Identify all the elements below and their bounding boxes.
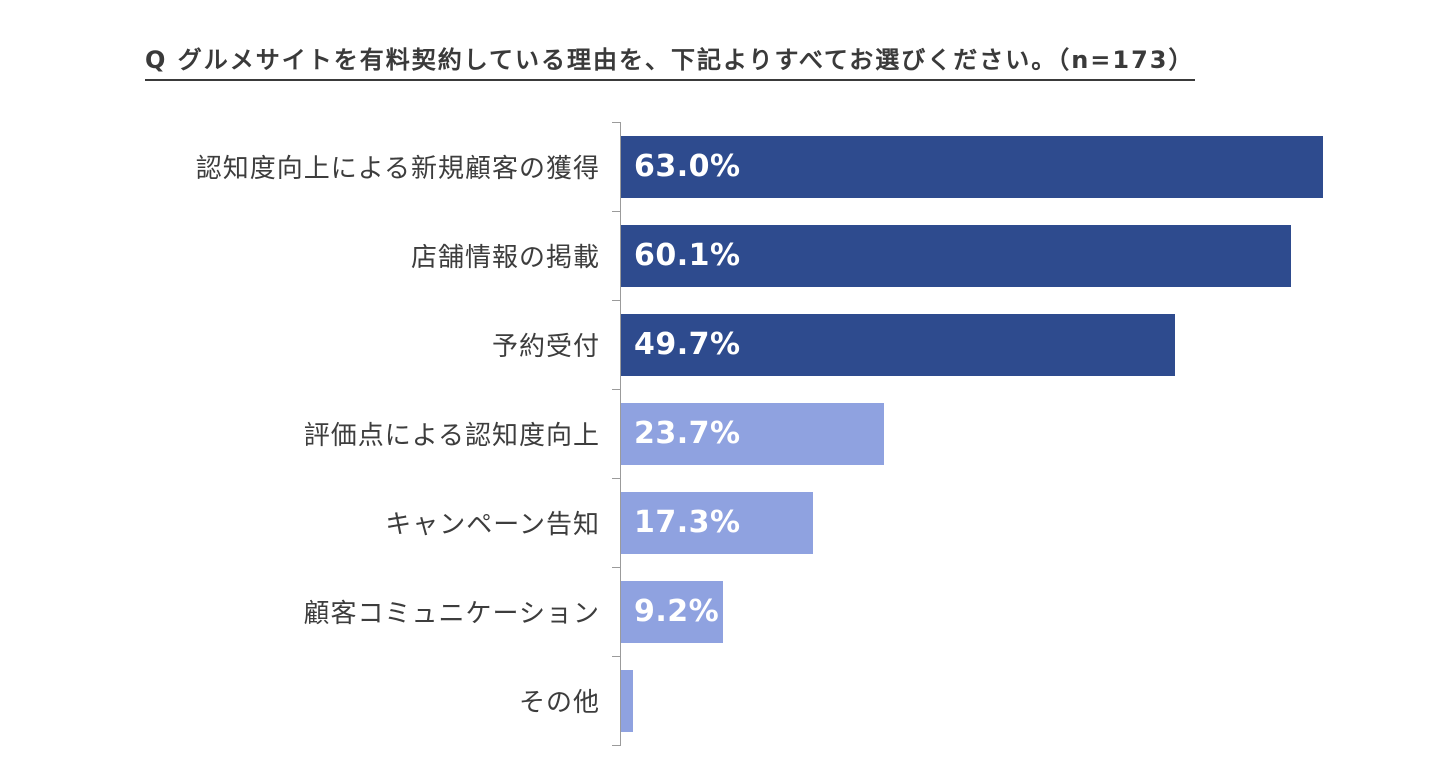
category-label: 顧客コミュニケーション xyxy=(303,599,600,629)
y-axis-line xyxy=(620,122,621,745)
category-label: キャンペーン告知 xyxy=(385,510,600,540)
axis-tick xyxy=(612,300,621,301)
bar: 9.2% xyxy=(620,580,723,643)
plot-area: 17.3% xyxy=(620,491,1440,554)
bar: 23.7% xyxy=(620,402,885,465)
bar-row: 顧客コミュニケーション 9.2% xyxy=(0,567,1440,656)
chart-title: Q グルメサイトを有料契約している理由を、下記よりすべてお選びください。（n=1… xyxy=(145,40,1195,81)
bar-row: キャンペーン告知 17.3% xyxy=(0,478,1440,567)
value-label: 63.0% xyxy=(634,149,741,184)
bar: 17.3% xyxy=(620,491,814,554)
axis-tick xyxy=(612,122,621,123)
value-label: 9.2% xyxy=(634,594,720,629)
value-label: 60.1% xyxy=(634,238,741,273)
plot-area: 49.7% xyxy=(620,313,1440,376)
bar-row: 店舗情報の掲載 60.1% xyxy=(0,211,1440,300)
bar: 63.0% xyxy=(620,135,1324,198)
bar-row: 認知度向上による新規顧客の獲得 63.0% xyxy=(0,122,1440,211)
axis-tick xyxy=(612,656,621,657)
category-label: 店舗情報の掲載 xyxy=(410,243,600,273)
bar-chart: 認知度向上による新規顧客の獲得 63.0% 店舗情報の掲載 60.1% 予約受付 49.7… xyxy=(0,122,1440,746)
category-label: その他 xyxy=(518,688,600,718)
value-label: 49.7% xyxy=(634,327,741,362)
bar-rows: 認知度向上による新規顧客の獲得 63.0% 店舗情報の掲載 60.1% 予約受付 49.7… xyxy=(0,122,1440,745)
axis-ticks xyxy=(0,122,1440,746)
bar-row: 予約受付 49.7% xyxy=(0,300,1440,389)
axis-tick xyxy=(612,478,621,479)
bar xyxy=(620,669,634,732)
plot-area: 60.1% xyxy=(620,224,1440,287)
plot-area xyxy=(620,669,1440,732)
axis-tick xyxy=(612,567,621,568)
bar: 60.1% xyxy=(620,224,1291,287)
category-label: 予約受付 xyxy=(491,332,600,362)
axis-tick xyxy=(612,745,621,746)
bar-row: 評価点による認知度向上 23.7% xyxy=(0,389,1440,478)
plot-area: 23.7% xyxy=(620,402,1440,465)
axis-tick xyxy=(612,389,621,390)
value-label: 23.7% xyxy=(634,416,741,451)
bar: 49.7% xyxy=(620,313,1175,376)
category-label: 認知度向上による新規顧客の獲得 xyxy=(195,154,600,184)
plot-area: 9.2% xyxy=(620,580,1440,643)
plot-area: 63.0% xyxy=(620,135,1440,198)
value-label: 17.3% xyxy=(634,505,741,540)
category-label: 評価点による認知度向上 xyxy=(303,421,600,451)
axis-tick xyxy=(612,211,621,212)
bar-row: その他 xyxy=(0,656,1440,745)
